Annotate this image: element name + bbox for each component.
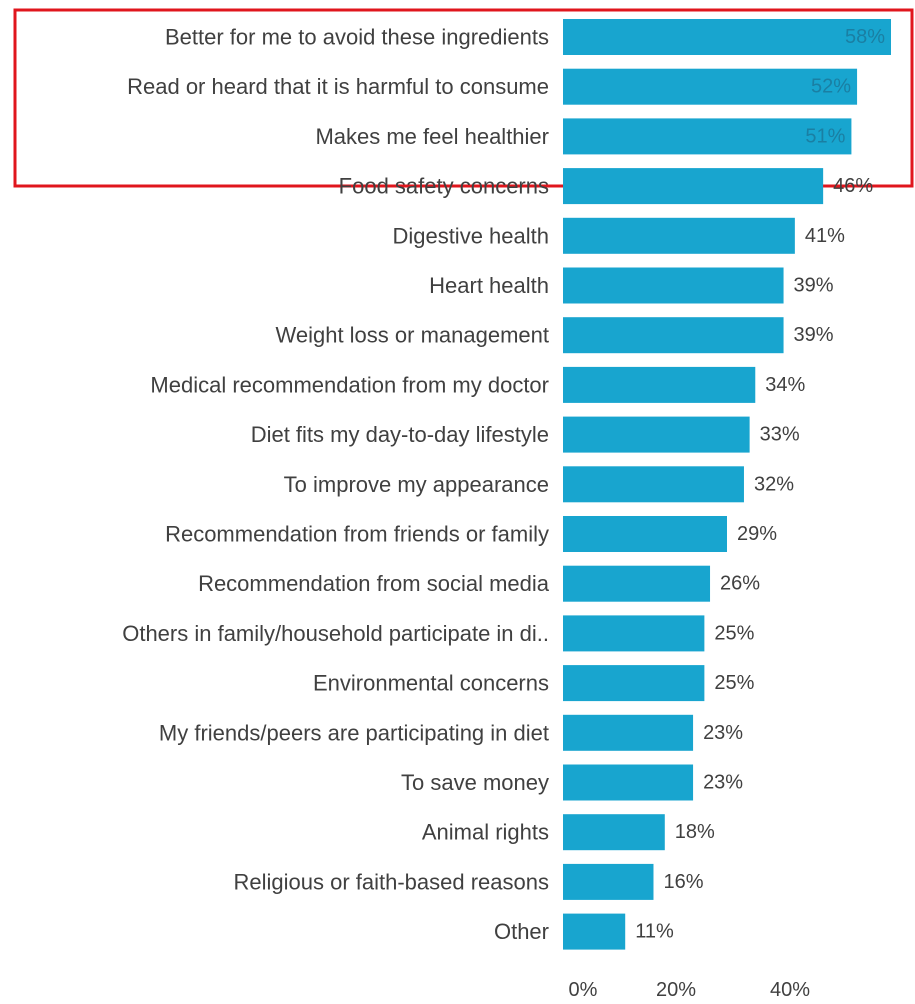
value-label: 41% [805,225,845,247]
category-label: Medical recommendation from my doctor [150,372,549,397]
bar [563,267,784,304]
category-label: Other [494,919,549,944]
bar [563,217,795,254]
value-label: 34% [765,374,805,396]
category-label: Diet fits my day-to-day lifestyle [251,422,549,447]
category-label: Recommendation from social media [198,571,550,596]
category-label: Others in family/household participate i… [122,621,549,646]
value-label: 25% [714,672,754,694]
value-label: 23% [703,772,743,794]
value-label: 23% [703,722,743,744]
x-tick-label: 40% [770,979,810,1001]
category-label: Read or heard that it is harmful to cons… [127,74,549,99]
value-label: 26% [720,573,760,595]
x-tick-label: 0% [569,979,598,1001]
bar [563,516,727,552]
bar [563,665,705,702]
category-label: Weight loss or management [275,323,549,348]
bar [563,366,756,403]
category-label: Better for me to avoid these ingredients [165,25,549,50]
bar [563,913,626,950]
bar [563,118,852,155]
value-label: 16% [663,871,703,893]
category-label: Religious or faith-based reasons [233,869,549,894]
highlight-box [13,8,914,188]
value-label: 46% [833,175,873,197]
category-label: Heart health [429,273,549,298]
bar [563,565,711,602]
bar [563,19,891,55]
bar [563,416,750,453]
value-label: 33% [760,424,800,446]
category-label: My friends/peers are participating in di… [159,720,549,745]
value-label: 29% [737,523,777,545]
bar [563,466,744,503]
bar [563,863,654,900]
bar [563,764,694,801]
category-label: To improve my appearance [284,472,549,497]
category-label: To save money [401,770,549,795]
bar [563,615,705,652]
value-label: 32% [754,473,794,495]
bar [563,68,858,105]
value-label: 25% [714,622,754,644]
value-label: 39% [794,324,834,346]
bar [563,317,784,354]
category-label: Digestive health [392,223,549,248]
value-label: 51% [805,125,845,147]
bar [563,168,824,205]
category-label: Animal rights [422,820,549,845]
bar [563,814,665,851]
value-label: 58% [845,26,885,48]
value-label: 11% [635,921,674,943]
bar [563,714,694,751]
category-label: Environmental concerns [313,671,549,696]
value-label: 39% [794,275,834,297]
x-tick-label: 20% [656,979,696,1001]
value-label: 18% [675,821,715,843]
value-label: 52% [811,76,851,98]
category-label: Makes me feel healthier [315,124,549,149]
category-label: Recommendation from friends or family [165,522,549,547]
category-label: Food safety concerns [339,174,549,199]
